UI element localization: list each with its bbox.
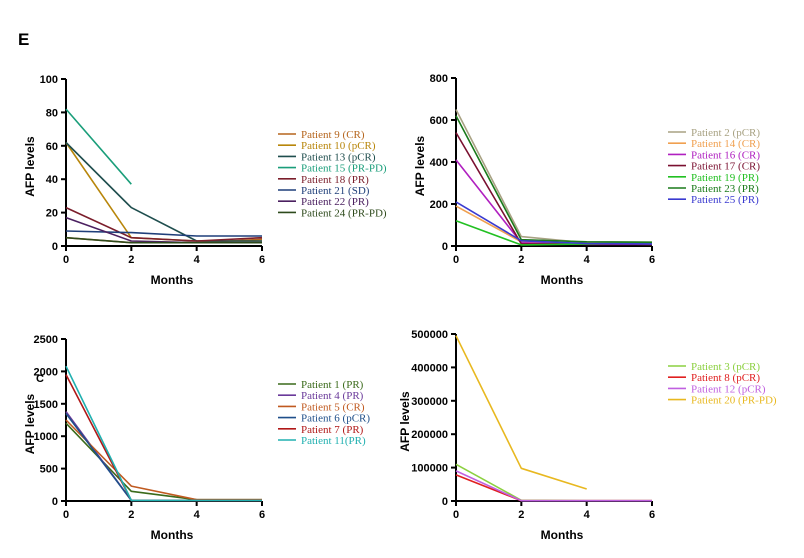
- series-line: [65, 141, 262, 242]
- legend-entry: Patient 9 (CR): [301, 129, 365, 141]
- x-tick-label: 6: [259, 509, 265, 521]
- y-tick-label: 60: [46, 141, 58, 153]
- series-line: [65, 422, 262, 501]
- y-tick-label: 200: [430, 199, 448, 211]
- x-tick-label: 2: [518, 509, 524, 521]
- series-line: [455, 201, 653, 245]
- legend-entry: Patient 14 (CR): [691, 138, 760, 150]
- series-line: [65, 374, 262, 502]
- legend-entry: Patient 16 (CR): [691, 149, 760, 161]
- legend-entry: Patient 24 (PR-PD): [301, 207, 387, 219]
- legend-entry: Patient 4 (PR): [301, 390, 364, 402]
- series-line: [455, 463, 652, 502]
- series-line: [65, 206, 263, 242]
- y-tick-label: 300000: [411, 396, 448, 408]
- legend-entry: Patient 11(PR): [301, 435, 366, 447]
- y-axis-title: AFP levels: [23, 136, 37, 197]
- x-tick-label: 6: [259, 254, 265, 266]
- y-tick-label: 0: [442, 241, 448, 253]
- x-tick-label: 4: [194, 254, 201, 266]
- series-line: [455, 109, 653, 245]
- x-axis-title: Months: [151, 528, 194, 542]
- legend-entry: Patient 12 (pCR): [691, 383, 766, 395]
- legend-entry: Patient 23 (PR): [691, 183, 759, 195]
- y-tick-label: 400000: [411, 362, 448, 374]
- legend-entry: Patient 18 (PR): [301, 174, 369, 186]
- x-tick-label: 0: [63, 509, 69, 521]
- legend-entry: Patient 25 (PR): [691, 194, 759, 206]
- y-axis-title: AFP levels: [398, 391, 412, 452]
- series-line: [455, 335, 587, 490]
- x-tick-label: 0: [453, 509, 459, 521]
- legend-entry: Patient 1 (PR): [301, 379, 364, 391]
- legend-entry: Patient 13 (pCR): [301, 151, 376, 163]
- series-line: [65, 108, 132, 185]
- y-tick-label: 800: [430, 73, 448, 85]
- x-tick-label: 2: [518, 254, 524, 266]
- series-line: [455, 115, 653, 243]
- y-tick-label: 0: [52, 241, 58, 253]
- legend-entry: Patient 22 (PR): [301, 196, 369, 208]
- legend-entry: Patient 17 (CR): [691, 161, 760, 173]
- x-tick-label: 2: [128, 509, 134, 521]
- series-line: [455, 205, 653, 246]
- y-axis-title: AFP levels: [23, 393, 37, 454]
- x-tick-label: 0: [453, 254, 459, 266]
- legend-entry: Patient 21 (SD): [301, 185, 370, 197]
- y-tick-label: 500000: [411, 329, 448, 341]
- y-tick-label: 20: [46, 208, 58, 220]
- series-line: [65, 230, 262, 237]
- x-tick-label: 6: [649, 254, 655, 266]
- y-tick-label: 200000: [411, 429, 448, 441]
- x-tick-label: 4: [194, 509, 201, 521]
- series-line: [455, 132, 652, 245]
- y-tick-label: 400: [430, 157, 448, 169]
- x-tick-label: 0: [63, 254, 69, 266]
- y-tick-label: 2000: [34, 366, 58, 378]
- legend-entry: Patient 15 (PR-PD): [301, 163, 387, 175]
- y-tick-label: 2500: [34, 334, 58, 346]
- legend-entry: Patient 7 (PR): [301, 424, 364, 436]
- y-tick-label: 1000: [34, 431, 58, 443]
- y-tick-label: 600: [430, 115, 448, 127]
- y-tick-label: 1500: [34, 399, 58, 411]
- x-tick-label: 2: [128, 254, 134, 266]
- legend-entry: Patient 3 (pCR): [691, 361, 760, 373]
- y-tick-label: 100000: [411, 463, 448, 475]
- legend-entry: Patient 20 (PR-PD): [691, 395, 777, 407]
- y-tick-label: 40: [46, 174, 58, 186]
- y-tick-label: 80: [46, 107, 58, 119]
- x-axis-title: Months: [151, 273, 194, 287]
- x-tick-label: 4: [584, 509, 591, 521]
- y-tick-label: 100: [40, 74, 58, 86]
- y-tick-label: 0: [52, 496, 58, 508]
- legend-entry: Patient 2 (pCR): [691, 127, 760, 139]
- series-line: [65, 236, 262, 244]
- y-axis-title: AFP levels: [413, 135, 427, 196]
- legend-entry: Patient 8 (pCR): [691, 372, 760, 384]
- y-tick-label: 0: [442, 496, 448, 508]
- x-axis-title: Months: [541, 528, 584, 542]
- series-line: [455, 470, 652, 502]
- series-line: [65, 365, 262, 502]
- x-tick-label: 6: [649, 509, 655, 521]
- series-line: [65, 142, 262, 242]
- legend-entry: Patient 10 (pCR): [301, 140, 376, 152]
- legend-entry: Patient 19 (PR): [691, 172, 759, 184]
- y-axis-title-suffix: C: [36, 373, 44, 385]
- y-tick-label: 500: [40, 464, 58, 476]
- x-tick-label: 4: [584, 254, 591, 266]
- legend-entry: Patient 5 (CR): [301, 401, 365, 413]
- panel-label: E: [18, 30, 29, 49]
- x-axis-title: Months: [541, 273, 584, 287]
- legend-entry: Patient 6 (pCR): [301, 413, 370, 425]
